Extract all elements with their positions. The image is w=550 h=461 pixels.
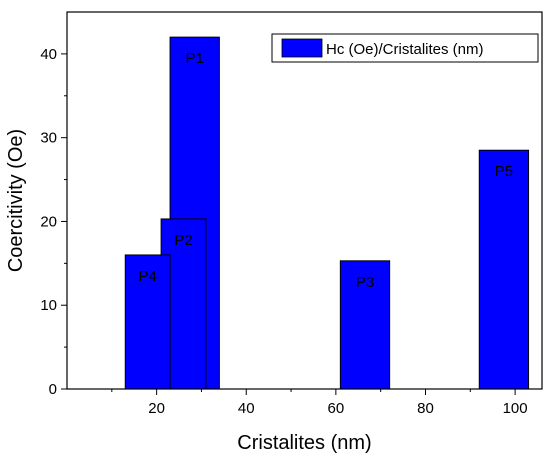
y-tick-label: 20 <box>40 213 57 230</box>
bar-p4 <box>124 254 171 390</box>
bar-p5 <box>478 149 530 390</box>
y-axis-title: Coercitivity (Oe) <box>5 129 27 272</box>
bar-label-p3: P3 <box>356 274 374 291</box>
tick-group: 20 40 60 80 100 0 10 20 30 40 <box>40 46 527 417</box>
bar-label-p2: P2 <box>174 232 192 249</box>
bar-group <box>124 36 530 390</box>
x-tick-label: 40 <box>238 400 255 417</box>
legend: Hc (Oe)/Cristalites (nm) <box>271 33 539 63</box>
y-tick-label: 40 <box>40 46 57 63</box>
y-tick-label: 0 <box>49 381 57 398</box>
bar-label-group: P1 P2 P4 P3 P5 <box>138 50 513 291</box>
plot-frame <box>66 11 543 390</box>
y-tick-label: 10 <box>40 297 57 314</box>
legend-swatch <box>281 38 323 58</box>
legend-label: Hc (Oe)/Cristalites (nm) <box>326 41 484 58</box>
bar-p3 <box>339 260 391 390</box>
bar-label-p1: P1 <box>186 50 204 67</box>
bar-label-p4: P4 <box>138 268 156 285</box>
x-tick-label: 100 <box>503 400 528 417</box>
x-axis-title: Cristalites (nm) <box>237 432 371 454</box>
y-tick-label: 30 <box>40 130 57 147</box>
bar-label-p5: P5 <box>495 163 513 180</box>
x-tick-label: 20 <box>148 400 165 417</box>
x-tick-label: 60 <box>328 400 345 417</box>
x-tick-label: 80 <box>417 400 434 417</box>
